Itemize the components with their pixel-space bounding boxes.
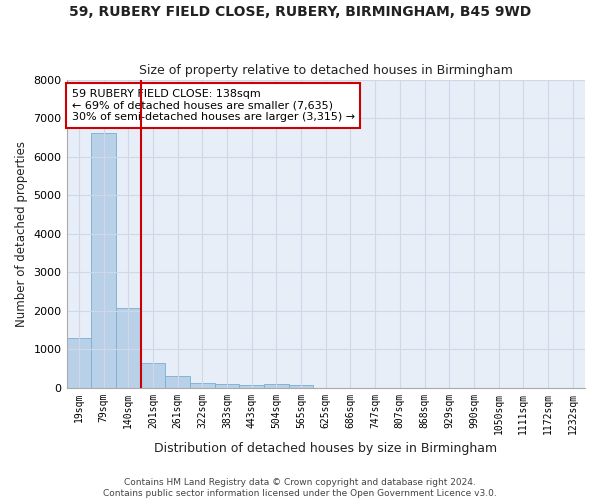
Y-axis label: Number of detached properties: Number of detached properties [15, 140, 28, 326]
Bar [140, 362, 165, 388]
X-axis label: Distribution of detached houses by size in Birmingham: Distribution of detached houses by size … [154, 442, 497, 455]
Bar [239, 385, 264, 388]
Title: Size of property relative to detached houses in Birmingham: Size of property relative to detached ho… [139, 64, 513, 77]
Bar [165, 376, 190, 388]
Bar [67, 338, 91, 388]
Bar [116, 308, 140, 388]
Text: Contains HM Land Registry data © Crown copyright and database right 2024.
Contai: Contains HM Land Registry data © Crown c… [103, 478, 497, 498]
Bar [215, 384, 239, 388]
Text: 59 RUBERY FIELD CLOSE: 138sqm
← 69% of detached houses are smaller (7,635)
30% o: 59 RUBERY FIELD CLOSE: 138sqm ← 69% of d… [72, 89, 355, 122]
Bar [264, 384, 289, 388]
Bar [91, 134, 116, 388]
Bar [190, 382, 215, 388]
Bar [289, 385, 313, 388]
Text: 59, RUBERY FIELD CLOSE, RUBERY, BIRMINGHAM, B45 9WD: 59, RUBERY FIELD CLOSE, RUBERY, BIRMINGH… [69, 5, 531, 19]
